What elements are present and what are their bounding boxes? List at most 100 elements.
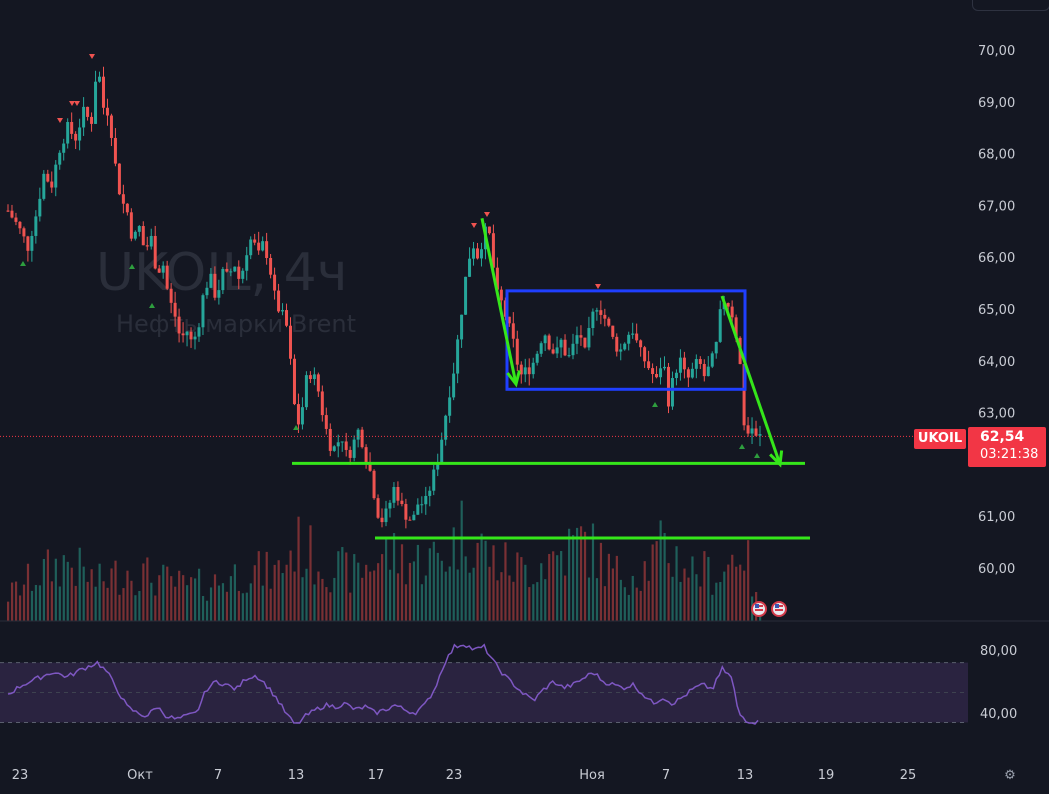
candle-body [440, 439, 444, 463]
trend-arrow[interactable] [720, 295, 782, 465]
sell-signal-marker [89, 54, 95, 59]
candle-body [26, 236, 30, 251]
candle-body [249, 239, 253, 256]
volume-bar [158, 575, 161, 621]
candle-body [714, 341, 718, 354]
volume-bar [345, 552, 348, 621]
volume-bar [297, 516, 300, 621]
volume-bar [699, 586, 702, 621]
volume-bar [225, 591, 229, 621]
candle-body [659, 368, 663, 378]
candle-body [113, 137, 117, 164]
time-tick-label: 7 [214, 768, 222, 783]
candle-body [217, 290, 221, 298]
candle-body [269, 258, 273, 275]
candle-body [682, 357, 686, 370]
volume-bar [201, 595, 205, 621]
volume-bar [281, 573, 284, 621]
volume-bar [508, 575, 511, 621]
candle-body [153, 235, 157, 269]
volume-bar [599, 542, 603, 621]
volume-bar [436, 552, 439, 621]
volume-bar [683, 568, 686, 621]
price-tick-label: 70,00 [978, 44, 1015, 59]
volume-bar [691, 556, 694, 621]
arrow-head [769, 450, 784, 468]
candle-body [579, 335, 583, 338]
volume-bar [166, 566, 169, 621]
volume-bar [154, 595, 157, 621]
volume-bar [217, 585, 221, 621]
trend-arrow[interactable] [480, 218, 518, 385]
candle-body [125, 203, 129, 213]
volume-bar [448, 566, 451, 621]
candle-body [141, 226, 145, 246]
candle-body [726, 303, 730, 307]
candle-body [312, 374, 316, 380]
scroll-top-handle[interactable] [972, 0, 1049, 11]
candle-body [563, 339, 567, 356]
event-markers[interactable] [751, 601, 787, 617]
gear-icon[interactable]: ⚙ [1004, 768, 1016, 783]
volume-bar [540, 563, 543, 621]
time-tick-label: 23 [446, 768, 463, 783]
candle-body [448, 397, 452, 416]
volume-bar [488, 566, 491, 621]
volume-bar [353, 554, 356, 621]
volume-bar [369, 571, 372, 621]
candle-body [428, 490, 432, 496]
volume-bar [170, 576, 173, 621]
candle-body [66, 122, 70, 144]
volume-bar [536, 582, 539, 621]
sell-signal-marker [69, 101, 75, 106]
volume-bar [357, 562, 360, 621]
volume-bar [150, 582, 153, 621]
candle-body [627, 334, 631, 344]
us-flag-icon[interactable] [771, 601, 787, 617]
drawing-annotations[interactable] [292, 218, 810, 540]
volume-bar [587, 577, 591, 621]
candle-body [519, 364, 523, 375]
candle-body [388, 502, 392, 509]
candle-body [400, 500, 404, 505]
candle-body [42, 173, 46, 199]
signal-markers [20, 54, 760, 458]
volume-bar [424, 575, 427, 621]
volume-bar [341, 547, 344, 621]
price-axis[interactable]: 70,00 69,00 68,00 67,00 66,00 65,00 64,00 63,00… [978, 44, 1015, 577]
candle-body [372, 470, 376, 499]
volume-bar [146, 557, 149, 621]
volume-bar [285, 564, 288, 621]
candle-body [746, 425, 750, 434]
time-axis[interactable]: 23 Окт 7 13 17 23 Ноя 7 13 19 25 [12, 768, 917, 783]
candle-body [241, 270, 245, 279]
volume-bar [568, 528, 571, 621]
candle-body [181, 333, 185, 336]
volume-bar [42, 558, 46, 621]
volume-bar [472, 567, 475, 621]
candle-body [86, 106, 90, 117]
volume-bar [651, 544, 654, 621]
candle-body [90, 116, 94, 124]
volume-bar [253, 565, 256, 621]
rsi-axis[interactable]: 80,00 40,00 [980, 644, 1017, 722]
candle-body [98, 76, 102, 82]
time-tick-label: 7 [662, 768, 670, 783]
candle-body [587, 328, 591, 348]
candle-body [70, 122, 74, 134]
volume-bar [365, 564, 368, 621]
volume-bar [408, 562, 412, 621]
candle-body [623, 343, 627, 350]
volume-bar [62, 555, 65, 621]
volume-bar [520, 557, 523, 621]
candle-body [607, 318, 611, 326]
candle-body [348, 449, 352, 458]
candle-body [734, 317, 738, 338]
price-tick-label: 65,00 [978, 303, 1015, 318]
candle-body [22, 228, 26, 237]
us-flag-icon[interactable] [751, 601, 767, 617]
volume-bar [74, 585, 77, 621]
volume-bar [504, 542, 507, 621]
